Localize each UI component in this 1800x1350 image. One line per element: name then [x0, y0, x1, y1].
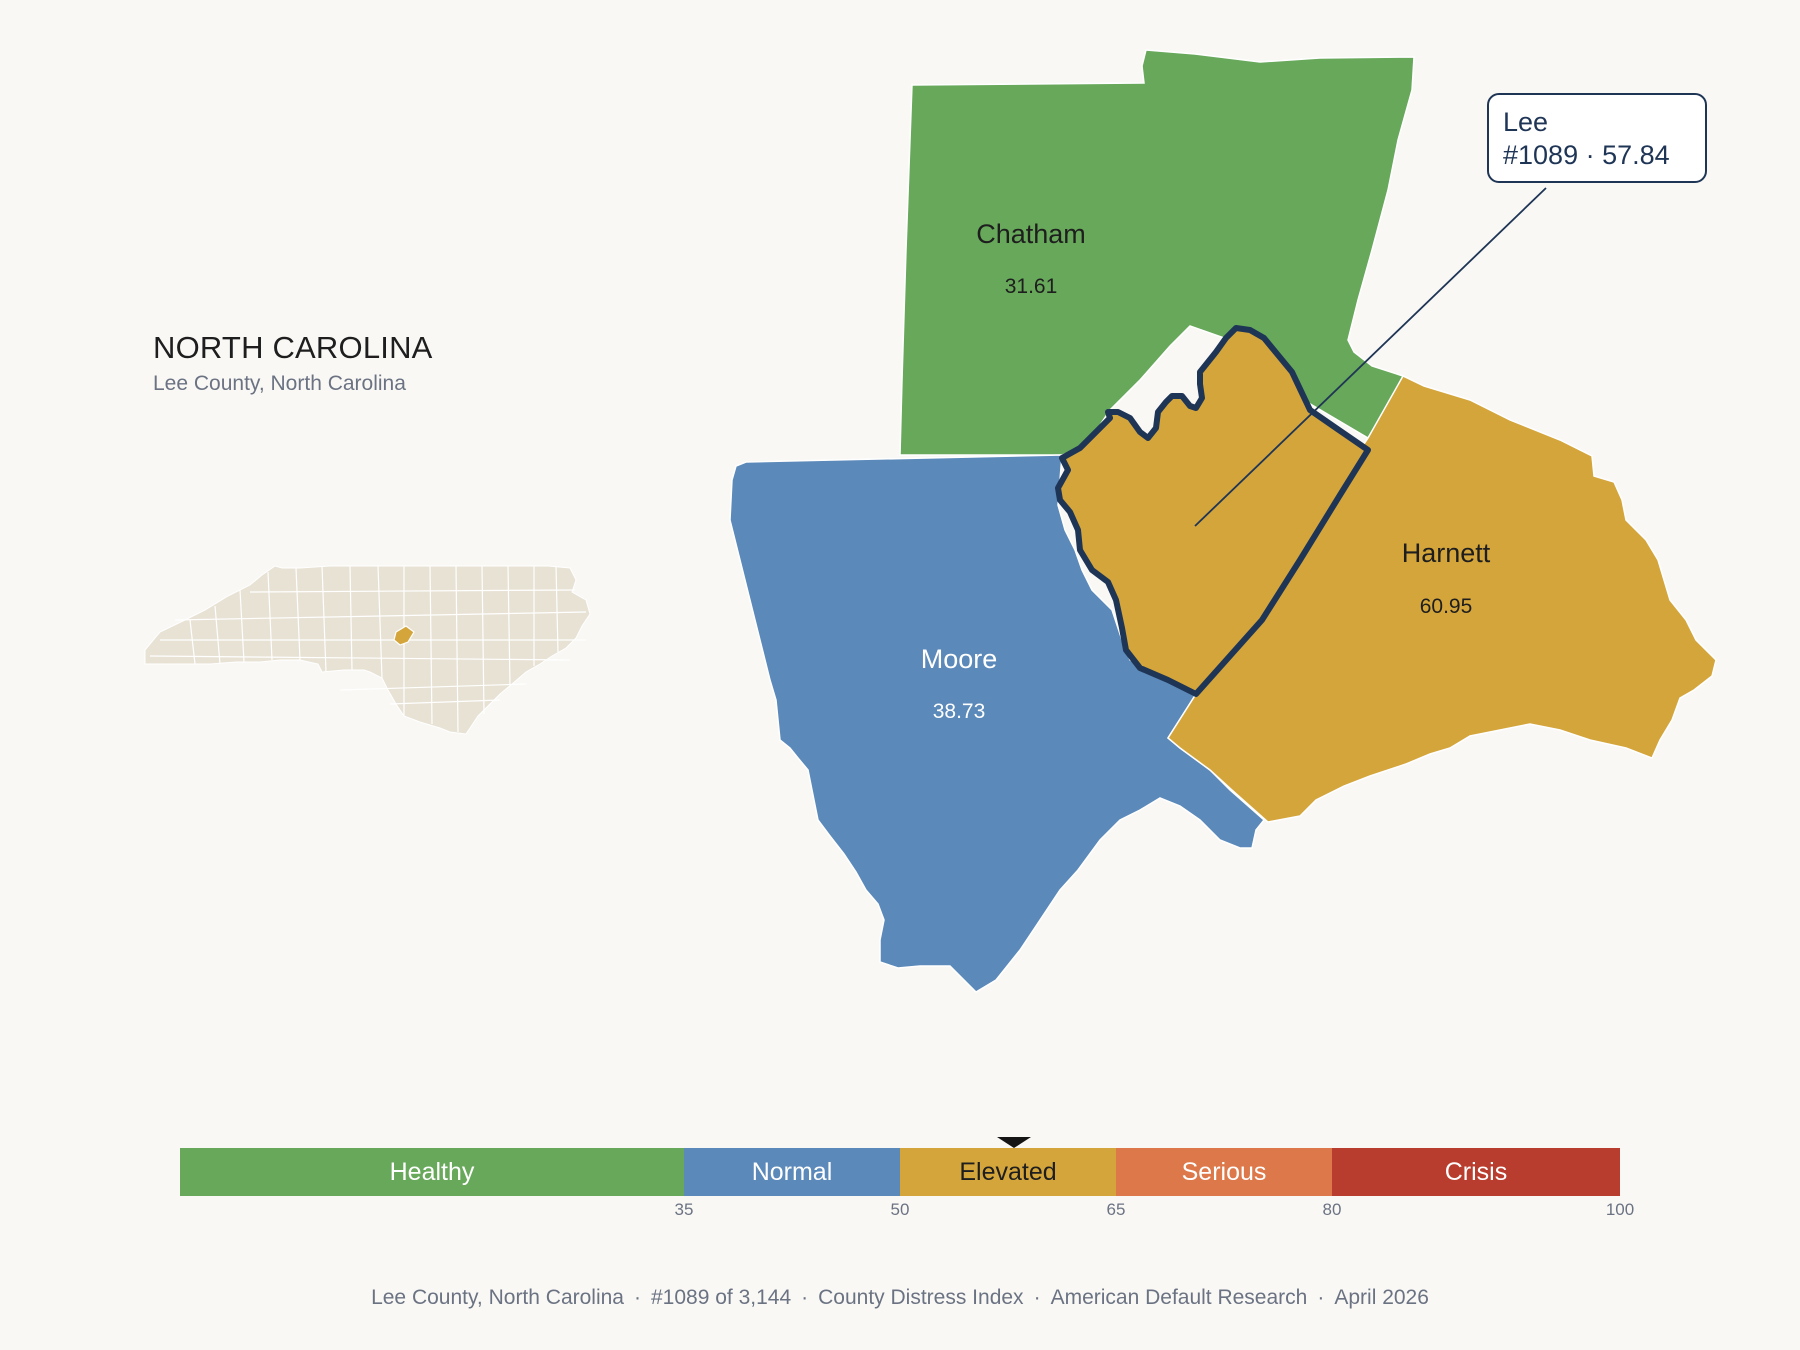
footer: Lee County, North Carolina · #1089 of 3,14… — [371, 1286, 1429, 1309]
selected-county-callout: Lee #1089 · 57.84 — [1487, 93, 1707, 183]
legend-tick-65: 65 — [1106, 1200, 1126, 1219]
callout-leader-line — [1194, 187, 1547, 527]
county-lee-selected[interactable] — [1055, 325, 1371, 697]
legend-segment-healthy: Healthy — [180, 1148, 684, 1196]
legend-segment-normal: Normal — [684, 1148, 900, 1196]
legend-segment-serious: Serious — [1116, 1148, 1332, 1196]
county-chatham[interactable] — [899, 49, 1415, 456]
county-score-moore: 38.73 — [933, 700, 986, 723]
footer-source: American Default Research — [1050, 1286, 1308, 1309]
state-title: NORTH CAROLINA — [153, 330, 433, 365]
score-marker-icon — [997, 1137, 1031, 1148]
county-label-chatham: Chatham — [976, 219, 1086, 249]
footer-location: Lee County, North Carolina — [371, 1286, 624, 1309]
legend-segment-elevated: Elevated — [900, 1148, 1116, 1196]
legend-tick-80: 80 — [1322, 1200, 1342, 1219]
county-score-harnett: 60.95 — [1420, 595, 1473, 618]
legend-bar: Healthy Normal Elevated Serious Crisis — [180, 1148, 1620, 1196]
county-label-moore: Moore — [921, 644, 998, 674]
legend-tick-100: 100 — [1605, 1200, 1635, 1219]
footer-rank: #1089 of 3,144 — [651, 1286, 792, 1309]
state-subtitle: Lee County, North Carolina — [153, 372, 406, 395]
legend-segment-crisis: Crisis — [1332, 1148, 1620, 1196]
legend-tick-35: 35 — [674, 1200, 694, 1219]
inset-county-lines — [149, 565, 587, 733]
legend-tick-50: 50 — [890, 1200, 910, 1219]
state-inset-map — [144, 565, 591, 735]
county-harnett[interactable] — [1167, 375, 1717, 823]
callout-rank-score: #1089 · 57.84 — [1503, 140, 1670, 170]
county-label-harnett: Harnett — [1402, 538, 1491, 568]
footer-date: April 2026 — [1334, 1286, 1429, 1309]
inset-lee-highlight — [393, 625, 415, 646]
footer-index-name: County Distress Index — [818, 1286, 1024, 1309]
callout-county-name: Lee — [1503, 107, 1549, 137]
county-score-chatham: 31.61 — [1005, 275, 1058, 298]
